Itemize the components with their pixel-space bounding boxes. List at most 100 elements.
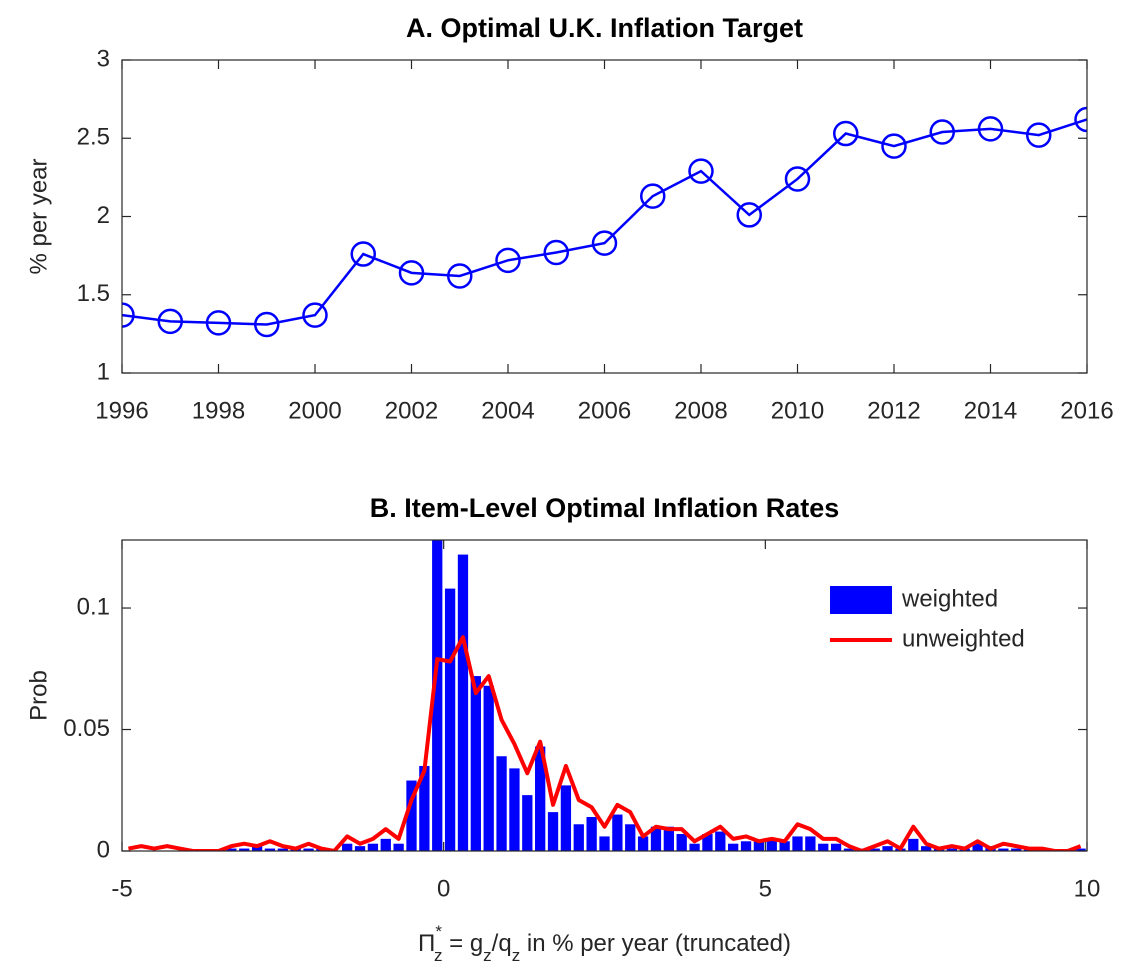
histogram-bar bbox=[599, 836, 610, 851]
x-tick-label: 10 bbox=[1074, 875, 1101, 902]
x-axis-label-part: = g bbox=[442, 930, 483, 957]
axes-box bbox=[121, 59, 1088, 374]
histogram-bar bbox=[612, 814, 623, 851]
data-point bbox=[122, 302, 135, 328]
histogram-bar bbox=[818, 843, 829, 851]
histogram-bar bbox=[676, 833, 687, 851]
histogram-bar bbox=[380, 838, 391, 851]
histogram-bar bbox=[908, 838, 919, 851]
histogram-bar bbox=[432, 540, 443, 851]
y-tick-label: 0.05 bbox=[63, 715, 110, 742]
histogram-bar bbox=[946, 848, 958, 851]
data-point bbox=[398, 260, 425, 286]
histogram-bar bbox=[1011, 848, 1022, 851]
histogram-bar bbox=[354, 846, 366, 851]
data-point bbox=[591, 230, 618, 256]
histogram-bar bbox=[728, 843, 739, 851]
data-point bbox=[350, 241, 376, 267]
x-axis-label-part: z bbox=[434, 946, 443, 965]
histogram-bar bbox=[650, 826, 662, 851]
histogram-bar bbox=[496, 756, 507, 851]
histogram-bar bbox=[406, 780, 417, 851]
data-line bbox=[122, 118, 1087, 326]
x-tick-label: -5 bbox=[111, 875, 132, 902]
x-axis-label-part: z bbox=[483, 946, 492, 965]
y-axis-label: Prob bbox=[25, 670, 52, 721]
x-tick-label: 2014 bbox=[964, 397, 1017, 424]
histogram-bar bbox=[792, 836, 803, 851]
x-tick-label: 2008 bbox=[674, 397, 727, 424]
data-point bbox=[736, 202, 762, 228]
data-point bbox=[977, 116, 1004, 142]
histogram-bar bbox=[805, 836, 816, 851]
x-axis-label-part: * bbox=[435, 922, 442, 941]
x-axis-label-part: /q bbox=[492, 930, 512, 957]
histogram-bar bbox=[830, 843, 842, 851]
histogram-bar bbox=[740, 841, 752, 851]
x-tick-label: 2006 bbox=[578, 397, 631, 424]
y-tick-label: 2.5 bbox=[77, 124, 110, 151]
histogram-bar bbox=[547, 812, 559, 851]
legend-label: unweighted bbox=[902, 625, 1025, 652]
plot-area bbox=[128, 540, 1086, 851]
histogram-bar bbox=[637, 836, 649, 851]
histogram-bar bbox=[226, 848, 237, 851]
histogram-bar bbox=[779, 841, 790, 851]
histogram-bar bbox=[972, 843, 983, 851]
x-axis-label-part: in % per year (truncated) bbox=[520, 930, 791, 957]
x-tick-label: 2000 bbox=[288, 397, 341, 424]
histogram-bar bbox=[264, 848, 276, 851]
y-tick-label: 1 bbox=[97, 358, 110, 385]
histogram-bar bbox=[573, 824, 584, 851]
histogram-bar bbox=[535, 746, 546, 851]
histogram-bar bbox=[1075, 848, 1086, 851]
y-tick-label: 1.5 bbox=[77, 280, 110, 307]
histogram-bar bbox=[277, 848, 288, 851]
histogram-bar bbox=[393, 843, 404, 851]
legend-label: weighted bbox=[901, 585, 998, 612]
histogram-bar bbox=[444, 588, 456, 851]
histogram-bar bbox=[663, 826, 674, 851]
histogram-bar bbox=[342, 843, 353, 851]
x-tick-label: 2012 bbox=[867, 397, 920, 424]
y-tick-label: 0 bbox=[97, 836, 110, 863]
data-point bbox=[447, 263, 473, 289]
histogram-bar bbox=[753, 841, 765, 851]
x-tick-label: 0 bbox=[437, 875, 450, 902]
data-point bbox=[881, 133, 907, 159]
plot-area bbox=[122, 106, 1087, 338]
histogram-bar bbox=[239, 848, 250, 851]
chart-title: B. Item-Level Optimal Inflation Rates bbox=[370, 493, 840, 523]
data-point bbox=[784, 166, 811, 192]
histogram-bar bbox=[251, 846, 263, 851]
histogram-bar bbox=[869, 848, 880, 851]
histogram-bar bbox=[998, 848, 1009, 851]
data-point bbox=[205, 310, 232, 336]
x-tick-label: 2010 bbox=[771, 397, 824, 424]
histogram-bar bbox=[419, 765, 430, 851]
x-axis-label: Π* z = gz/qz in % per year (truncated) bbox=[418, 922, 791, 965]
x-tick-label: 5 bbox=[759, 875, 772, 902]
data-point bbox=[1074, 106, 1087, 133]
data-point bbox=[833, 120, 859, 147]
histogram-bar bbox=[522, 795, 533, 851]
histogram-bar bbox=[560, 785, 572, 851]
y-tick-label: 0.1 bbox=[77, 593, 110, 620]
data-point bbox=[495, 247, 521, 274]
histogram-bar bbox=[715, 831, 726, 851]
histogram-bar bbox=[625, 824, 636, 851]
histogram-bar bbox=[509, 768, 520, 851]
data-point bbox=[1026, 122, 1052, 148]
x-tick-label: 2004 bbox=[481, 397, 534, 424]
axes-box bbox=[121, 539, 1088, 852]
histogram-bar bbox=[367, 843, 379, 851]
histogram-bar bbox=[689, 843, 700, 851]
x-tick-label: 2002 bbox=[385, 397, 438, 424]
data-point bbox=[688, 158, 714, 184]
data-point bbox=[543, 239, 569, 266]
data-line bbox=[128, 635, 1082, 851]
histogram-bar bbox=[766, 838, 777, 851]
data-point bbox=[157, 308, 183, 335]
legend-swatch bbox=[830, 586, 892, 614]
